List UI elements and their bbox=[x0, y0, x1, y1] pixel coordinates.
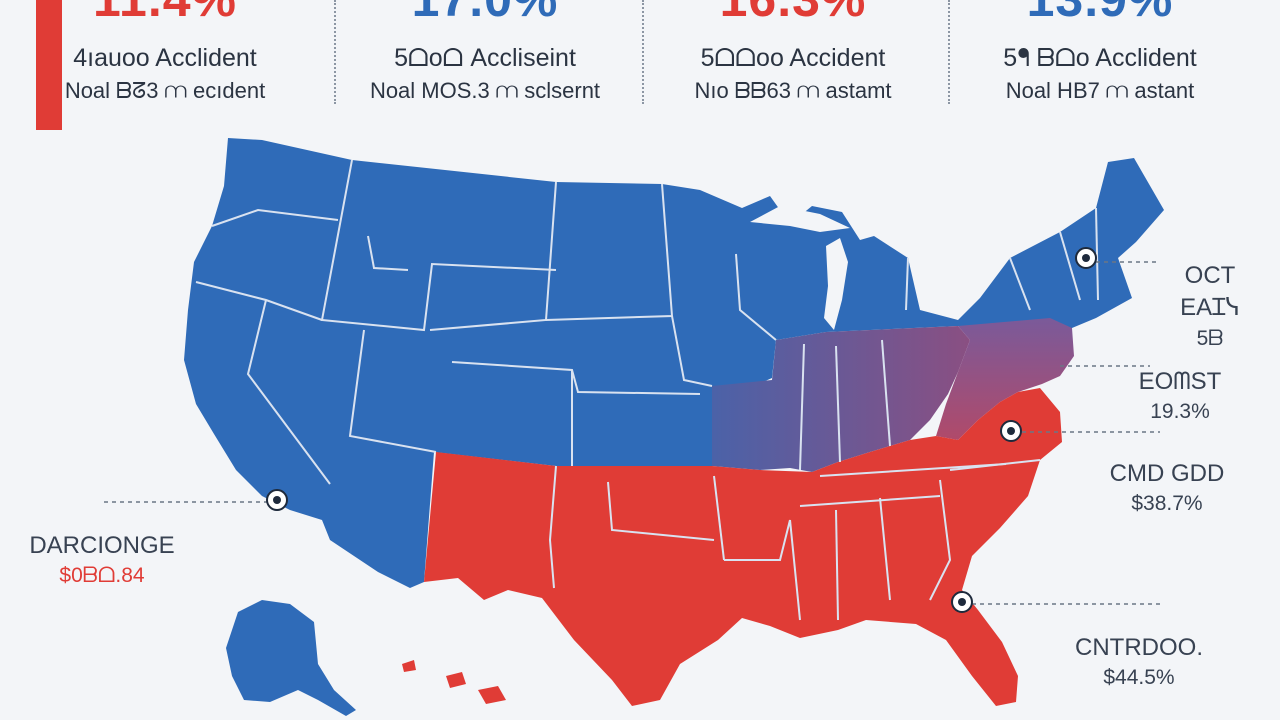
stat-divider bbox=[334, 0, 336, 104]
callout-leaders bbox=[104, 261, 1160, 605]
region-hawaii-1 bbox=[402, 660, 416, 672]
stat-card-1: 11.4% 4ıauoo Acclident Noal ᗷᘔ3 ⩋ ecıden… bbox=[20, 0, 310, 118]
lake-michigan bbox=[824, 238, 848, 330]
stat-sublabel: Noal MOS.3 ⩋ sclsernt bbox=[369, 78, 601, 103]
stat-percentage: 16.3% bbox=[648, 0, 938, 28]
callout-west: DARCIONGE $0ᗷᗝ.84 bbox=[22, 532, 182, 588]
stat-divider bbox=[642, 0, 644, 104]
callout-east: EOᗰST 19.3% bbox=[1120, 368, 1240, 424]
callout-value: 5ᗷ bbox=[1196, 327, 1224, 350]
stat-label: 4ıauoo Acclident bbox=[73, 44, 257, 72]
region-hawaii-2 bbox=[446, 672, 466, 688]
callout-value: 19.3% bbox=[1150, 400, 1210, 423]
stat-sublabel: Noal ᗷᘔ3 ⩋ ecıdent bbox=[64, 78, 266, 103]
region-west-north bbox=[184, 138, 1164, 588]
stat-card-3: 16.3% 5ᗝᗝoo Accident Nıo ᗷᗷ63 ⩋ astamt bbox=[648, 0, 938, 118]
region-alaska bbox=[226, 600, 356, 716]
accent-bar bbox=[36, 0, 62, 130]
callout-value: $0ᗷᗝ.84 bbox=[59, 564, 145, 587]
stat-percentage: 17.0% bbox=[340, 0, 630, 28]
stat-label: 5ᖳ ᗷᗝo Acclident bbox=[1003, 44, 1197, 72]
state-borders bbox=[195, 159, 1099, 621]
callout-value: $44.5% bbox=[1103, 666, 1175, 689]
stat-percentage: 11.4% bbox=[20, 0, 310, 28]
stat-label: 5ᗝᗝoo Accident bbox=[700, 44, 886, 72]
callout-northeast: OCT EAꞮᓭ 5ᗷ bbox=[1150, 262, 1270, 351]
stat-sublabel: Noal HB7 ⩋ astant bbox=[1005, 78, 1195, 103]
callout-title: CMD GDD bbox=[1109, 460, 1225, 487]
stat-card-4: 13.9% 5ᖳ ᗷᗝo Acclident Noal HB7 ⩋ astant bbox=[955, 0, 1245, 118]
callout-value: $38.7% bbox=[1131, 492, 1203, 515]
stat-sublabel: Nıo ᗷᗷ63 ⩋ astamt bbox=[694, 78, 892, 103]
lake-superior bbox=[750, 206, 850, 232]
callout-title: DARCIONGE bbox=[29, 532, 175, 559]
callout-subtitle: EAꞮᓭ bbox=[1180, 294, 1240, 321]
stat-card-2: 17.0% 5ᗝoᗝ Accliseint Noal MOS.3 ⩋ sclse… bbox=[340, 0, 630, 118]
callout-southeast: CMD GDD $38.7% bbox=[1092, 460, 1242, 516]
region-midwest bbox=[712, 326, 970, 472]
callout-title: CNTRDOO. bbox=[1075, 634, 1203, 661]
stat-label: 5ᗝoᗝ Accliseint bbox=[394, 44, 576, 72]
region-south bbox=[424, 388, 1062, 706]
stat-percentage: 13.9% bbox=[955, 0, 1245, 28]
map-markers bbox=[266, 247, 1097, 613]
region-mid-atlantic bbox=[936, 318, 1074, 440]
callout-south: CNTRDOO. $44.5% bbox=[1064, 634, 1214, 690]
callout-title: EOᗰST bbox=[1138, 368, 1222, 395]
stat-divider bbox=[948, 0, 950, 104]
callout-title: OCT bbox=[1184, 262, 1236, 289]
region-hawaii-3 bbox=[478, 686, 506, 704]
